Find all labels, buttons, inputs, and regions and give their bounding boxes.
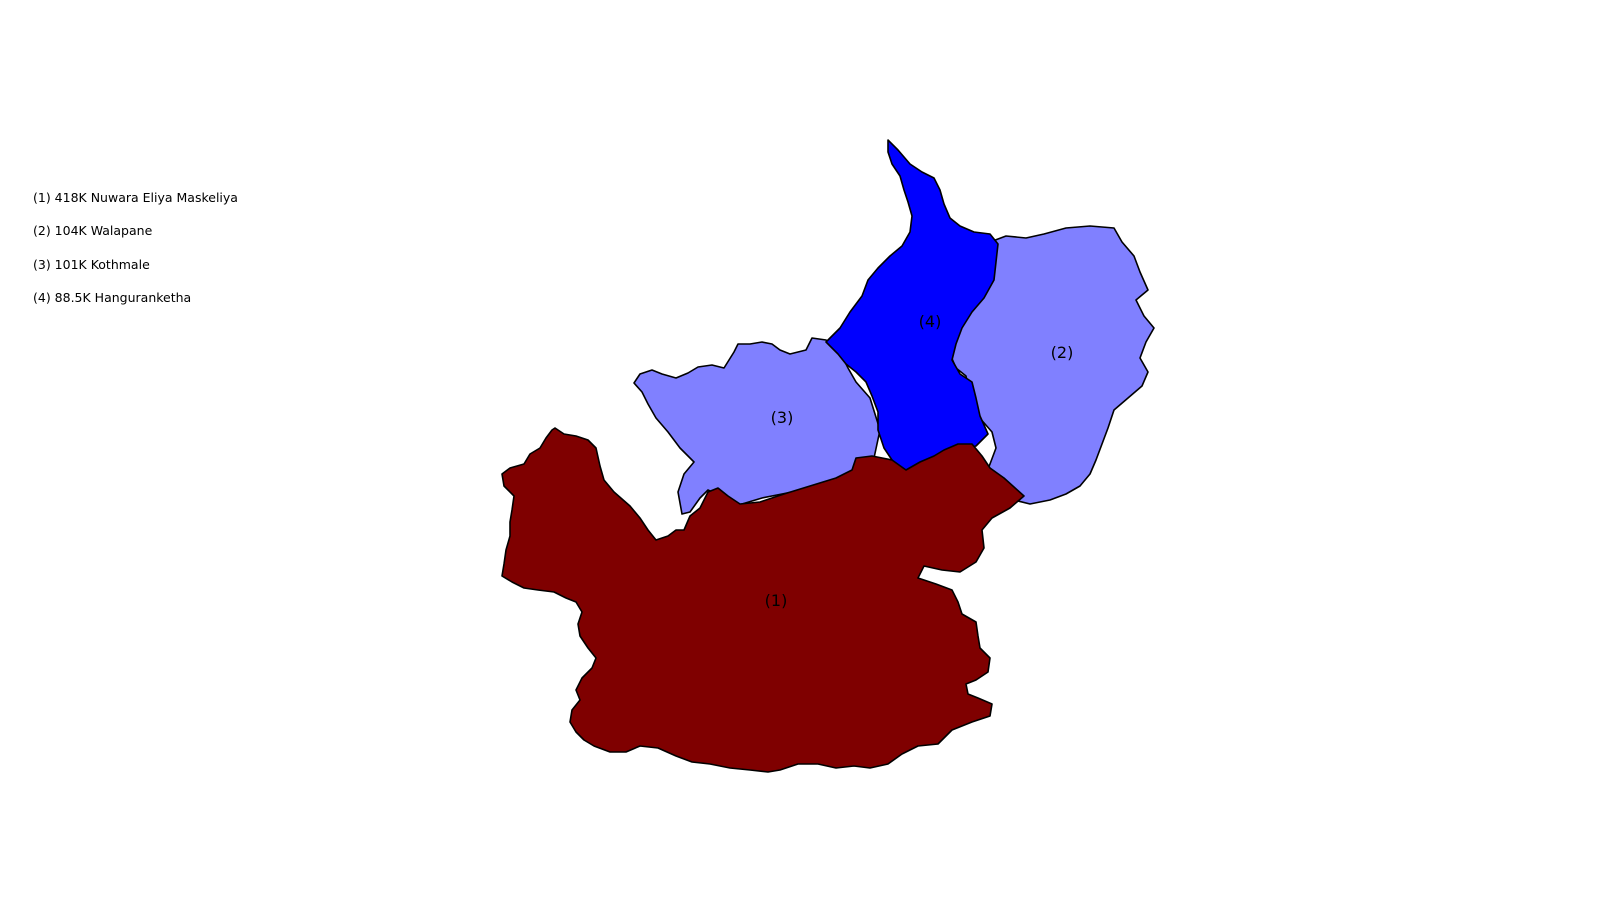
legend-item-3: (3) 101K Kothmale xyxy=(33,256,150,272)
region-label-2: (2) xyxy=(1051,343,1074,362)
map-legend: (1) 418K Nuwara Eliya Maskeliya (2) 104K… xyxy=(33,189,238,322)
legend-item-2: (2) 104K Walapane xyxy=(33,223,153,239)
region-label-4: (4) xyxy=(919,312,942,331)
legend-item-4: (4) 88.5K Hanguranketha xyxy=(33,289,192,305)
legend-item-1: (1) 418K Nuwara Eliya Maskeliya xyxy=(33,190,238,205)
region-nuwara-eliya-maskeliya[interactable] xyxy=(501,427,1025,773)
region-label-1: (1) xyxy=(765,591,788,610)
region-label-3: (3) xyxy=(771,408,794,427)
